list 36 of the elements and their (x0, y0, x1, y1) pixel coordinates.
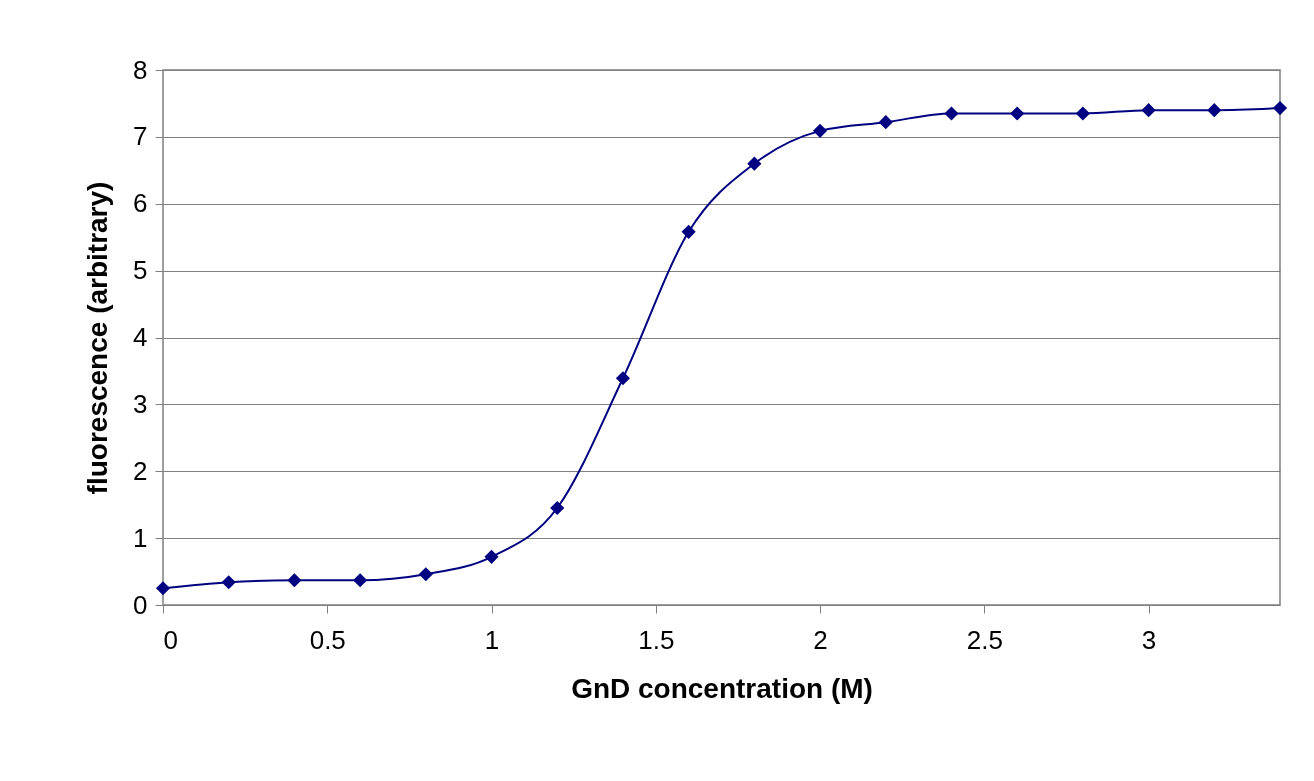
point (1075, 106, 1090, 121)
point (155, 581, 171, 596)
y-tick-label: 8 (133, 54, 148, 85)
y-tick-label: 2 (133, 455, 148, 486)
point (287, 573, 302, 588)
point (484, 549, 499, 564)
y-tick-label: 7 (133, 121, 148, 152)
y-tick-label: 0 (133, 589, 148, 620)
x-tick-label: 3 (1141, 624, 1157, 655)
y-axis-title: fluorescence (arbitrary) (82, 181, 114, 495)
y-tick-label: 3 (133, 388, 148, 419)
point (747, 156, 762, 171)
x-tick-label: 0.5 (309, 624, 346, 655)
point (944, 106, 959, 121)
point (418, 567, 433, 582)
x-tick-label: 2 (813, 624, 828, 655)
x-tick-label: 1 (484, 624, 500, 655)
point (550, 500, 565, 516)
point (812, 123, 828, 138)
point (1010, 106, 1025, 121)
point (1141, 103, 1156, 118)
y-tick-label: 6 (133, 188, 148, 219)
x-tick-label: 2.5 (966, 624, 1003, 655)
point (615, 371, 631, 386)
x-tick-label: 0 (163, 624, 178, 655)
point (681, 224, 696, 239)
point (1272, 101, 1288, 116)
y-tick-label: 1 (133, 522, 148, 553)
point (1207, 103, 1222, 118)
point (878, 115, 893, 130)
x-tick-label: 1.5 (638, 624, 675, 655)
point (353, 573, 368, 588)
point (221, 575, 236, 590)
y-tick-label: 4 (133, 322, 148, 352)
y-tick-label: 5 (133, 255, 148, 286)
x-axis-title: GnD concentration (M) (571, 672, 873, 704)
